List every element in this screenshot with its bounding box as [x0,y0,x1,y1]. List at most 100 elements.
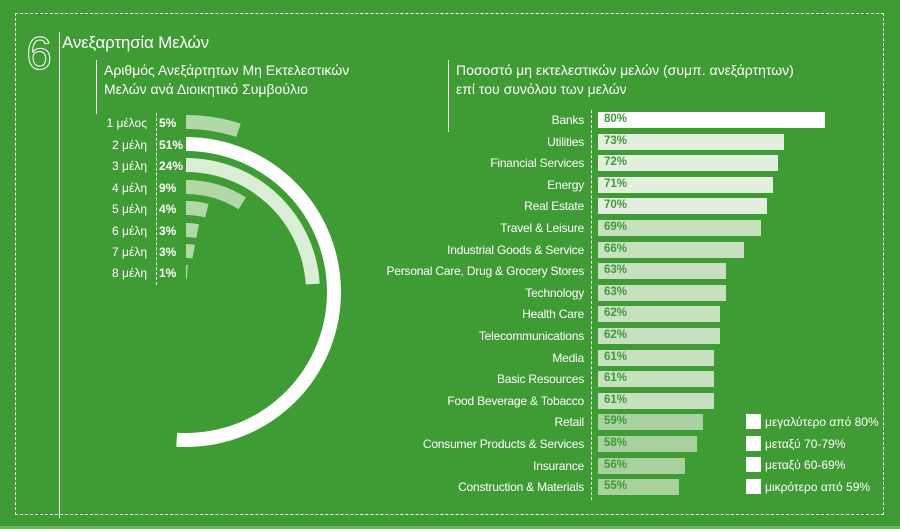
bar [598,241,744,258]
bar-value-label: 61% [604,350,628,363]
bar [598,371,715,388]
radial-value-label: 1% [159,266,177,280]
bar [598,220,761,236]
radial-category-label: 1 μέλος [106,116,147,130]
bar [598,176,773,193]
bar-chart-title-line-2: επί του συνόλου των μελών [456,81,627,97]
bar-row: Technology 63% [360,284,840,302]
radial-category-label: 8 μέλη [112,266,147,280]
bar [598,263,727,280]
bar-value-label: 72% [604,156,628,169]
radial-category-label: 4 μέλη [112,181,147,195]
radial-category-label: 2 μέλη [112,138,147,152]
bar-axis-divider [591,110,592,500]
radial-value-label: 3% [159,224,177,238]
bar-category-label: Industrial Goods & Service [447,242,584,257]
bar-category-label: Basic Resources [496,372,584,387]
bar-row: Construction & Materials 55% [360,479,840,496]
legend-swatch [746,478,761,494]
bar-row: Retail 59% [360,414,840,431]
bar-category-label: Construction & Materials [458,480,584,495]
bar-value-label: 62% [604,329,628,341]
radial-row: 4 μέλη 9% [100,179,190,199]
bar [598,198,767,215]
bar-value-label: 59% [604,415,628,428]
radial-bar-7 [186,244,195,259]
radial-row: 8 μέλη 1% [100,264,190,284]
legend-item: μικρότερο από 59% [746,478,886,495]
radial-bar-5 [186,201,209,218]
bar-row: Food Beverage & Tobacco 61% [360,392,840,410]
bar-chart-title: Ποσοστό μη εκτελεστικών μελών (συμπ. ανε… [456,61,876,99]
radial-value-label: 51% [159,138,184,152]
legend-label: μεταξύ 70-79% [765,436,846,451]
legend-label: μεταξύ 60-69% [765,458,846,472]
legend-item: μεταξύ 60-69% [746,457,886,473]
bar [598,155,779,172]
page-title: Ανεξαρτησία Μελών [62,33,209,52]
bar-category-label: Financial Services [490,156,584,171]
dashed-frame [15,13,884,515]
radial-value-label: 24% [159,159,184,173]
bar [598,112,825,128]
radial-row: 5 μέλη 4% [100,200,190,220]
legend-label: μεγαλύτερο από 80% [765,415,879,429]
radial-row: 3 μέλη 24% [100,157,190,177]
radial-row: 7 μέλη 3% [100,243,190,263]
radial-row: 6 μέλη 3% [100,222,190,242]
legend-label: μικρότερο από 59% [765,479,871,494]
bar-value-label: 56% [604,458,628,471]
bar-category-label: Food Beverage & Tobacco [447,393,584,408]
bar-row: Health Care 62% [360,306,840,323]
radial-bar-6 [186,223,199,238]
bar-row: Consumer Products & Services 58% [360,436,840,453]
bar-row: Utilities 73% [360,133,840,151]
bar-category-label: Travel & Leisure [500,221,584,235]
radial-value-label: 5% [159,116,177,130]
bar [598,479,680,496]
radial-bar-1 [186,115,241,137]
bar-value-label: 61% [604,372,628,385]
title-divider [59,32,60,518]
legend-swatch [746,435,761,451]
bar-category-label: Utilities [547,134,584,149]
bar [598,349,715,366]
radial-category-label: 7 μέλη [112,245,147,259]
radial-value-label: 9% [159,181,177,195]
legend-swatch [746,457,761,472]
radial-category-label: 6 μέλη [112,224,147,238]
bar-value-label: 80% [604,113,628,125]
bar-category-label: Media [552,350,584,365]
bar-category-label: Consumer Products & Services [422,437,584,451]
bottom-strip [0,526,900,529]
bar-row: Real Estate 70% [360,198,840,215]
bar [598,328,721,344]
bar-row: Energy 71% [360,176,840,194]
legend-swatch [746,414,761,429]
bar [598,133,785,150]
bar [598,284,727,301]
bar-row: Basic Resources 61% [360,371,840,388]
bar-row: Media 61% [360,349,840,367]
bar-category-label: Insurance [533,458,584,473]
bar [598,392,715,409]
left-subtitle-divider [96,60,97,114]
bar-row: Banks 80% [360,112,840,129]
bar-category-label: Technology [525,285,584,300]
bar [598,436,697,452]
bar-value-label: 70% [604,199,628,212]
radial-chart-title-line-1: Αριθμός Ανεξάρτητων Μη Εκτελεστικών [104,62,350,78]
legend-item: μεταξύ 70-79% [746,435,886,452]
radial-row: 2 μέλη 51% [100,136,190,156]
radial-bar-8 [186,265,188,280]
bar-category-label: Energy [547,177,584,192]
bar [598,306,721,323]
bar-chart-title-line-1: Ποσοστό μη εκτελεστικών μελών (συμπ. ανε… [456,62,794,78]
radial-chart-title: Αριθμός Ανεξάρτητων Μη Εκτελεστικών Μελώ… [104,61,424,99]
bar-value-label: 69% [604,221,628,233]
bar [598,414,703,431]
bar-value-label: 63% [604,285,628,298]
bar-value-label: 55% [604,480,628,493]
bar-row: Insurance 56% [360,457,840,475]
